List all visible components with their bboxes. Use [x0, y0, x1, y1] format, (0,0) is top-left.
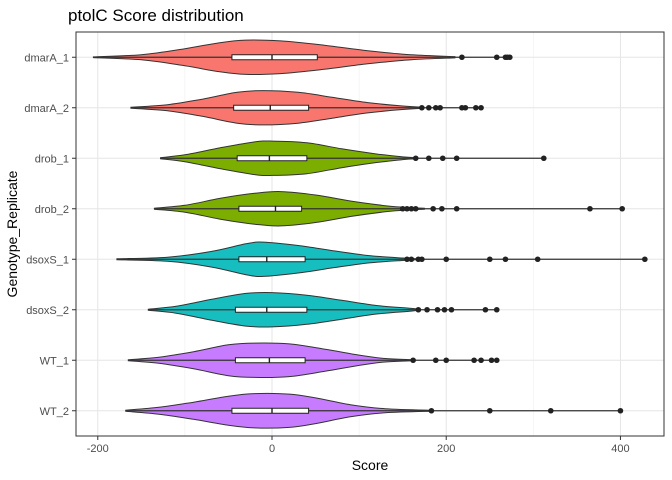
outlier-point — [430, 206, 436, 212]
box-dmarA_2 — [234, 105, 309, 110]
outlier-point — [494, 307, 500, 313]
plot-panel — [76, 32, 664, 436]
outlier-point — [541, 155, 547, 161]
box-WT_2 — [232, 408, 309, 413]
outlier-point — [478, 105, 484, 111]
box-drob_2 — [239, 206, 302, 211]
outlier-point — [433, 357, 439, 363]
x-axis: -200 0 200 400 — [87, 436, 630, 455]
outlier-point — [413, 206, 419, 212]
outlier-point — [443, 357, 449, 363]
outlier-point — [487, 408, 493, 414]
x-tick-label: 200 — [437, 443, 455, 455]
outlier-point — [507, 54, 513, 60]
y-tick-label: drob_2 — [35, 204, 69, 216]
y-tick-label: dmarA_2 — [24, 103, 69, 115]
outlier-point — [487, 256, 493, 262]
outlier-point — [587, 206, 593, 212]
outlier-point — [618, 408, 624, 414]
outlier-point — [419, 105, 425, 111]
outlier-point — [478, 357, 484, 363]
x-tick-label: 400 — [611, 443, 629, 455]
y-tick-label: dsoxS_1 — [26, 254, 69, 266]
outlier-point — [419, 256, 425, 262]
outlier-point — [535, 256, 541, 262]
outlier-point — [473, 105, 479, 111]
outlier-point — [426, 155, 432, 161]
outlier-point — [619, 206, 625, 212]
outlier-point — [439, 206, 445, 212]
outlier-point — [426, 105, 432, 111]
box-drob_1 — [237, 156, 307, 161]
y-tick-label: drob_1 — [35, 153, 69, 165]
x-axis-title: Score — [352, 457, 389, 473]
box-dsoxS_2 — [235, 307, 306, 312]
outlier-point — [437, 105, 443, 111]
box-dsoxS_1 — [239, 257, 305, 262]
outlier-point — [489, 357, 495, 363]
outlier-point — [503, 256, 509, 262]
outlier-point — [459, 54, 465, 60]
y-axis: WT_2 WT_1 dsoxS_2 dsoxS_1 drob_2 drob_1 dmarA_… — [24, 52, 76, 418]
x-tick-label: 0 — [269, 443, 275, 455]
y-tick-label: dmarA_1 — [24, 52, 69, 64]
box-dmarA_1 — [232, 55, 317, 60]
outlier-point — [409, 256, 415, 262]
outlier-point — [494, 357, 500, 363]
outlier-point — [429, 408, 435, 414]
outlier-point — [435, 307, 441, 313]
outlier-point — [440, 155, 446, 161]
box-WT_1 — [235, 358, 305, 363]
outlier-point — [642, 256, 648, 262]
outlier-point — [454, 206, 460, 212]
outlier-point — [449, 307, 455, 313]
y-tick-label: WT_2 — [40, 406, 69, 418]
outlier-point — [424, 307, 430, 313]
outlier-point — [413, 155, 419, 161]
outlier-point — [442, 307, 448, 313]
outlier-point — [443, 256, 449, 262]
x-tick-label: -200 — [87, 443, 109, 455]
outlier-point — [548, 408, 554, 414]
outlier-point — [454, 155, 460, 161]
chart-title: ptolC Score distribution — [68, 6, 244, 25]
outlier-point — [416, 307, 422, 313]
outlier-point — [483, 307, 489, 313]
y-tick-label: WT_1 — [40, 355, 69, 367]
y-axis-title: Genotype_Replicate — [4, 170, 20, 297]
y-tick-label: dsoxS_2 — [26, 305, 69, 317]
outlier-point — [410, 357, 416, 363]
outlier-point — [463, 105, 469, 111]
outlier-point — [471, 357, 477, 363]
outlier-point — [494, 54, 500, 60]
